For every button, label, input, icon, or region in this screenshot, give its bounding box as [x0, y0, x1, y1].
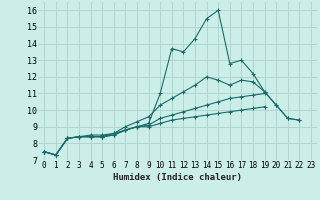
- X-axis label: Humidex (Indice chaleur): Humidex (Indice chaleur): [113, 173, 242, 182]
